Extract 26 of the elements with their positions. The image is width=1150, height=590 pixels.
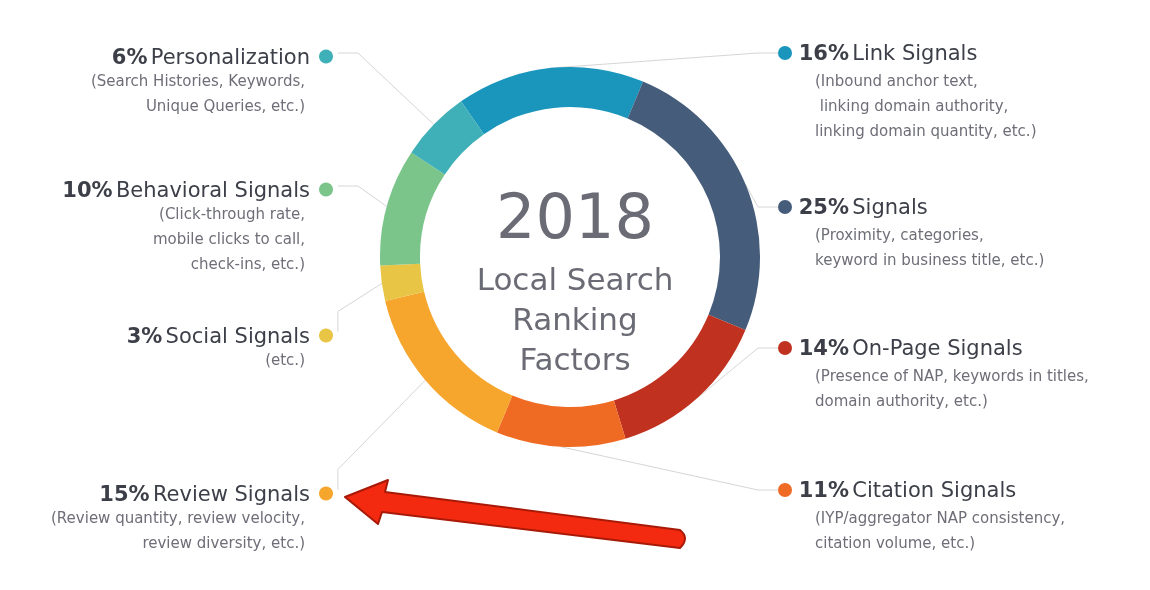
text: (Presence of NAP, keywords in titles, domain authority, etc.) — [815, 366, 1089, 410]
data-label: 25% — [798, 195, 849, 219]
legend-label: Review Signals — [152, 481, 310, 506]
text: (IYP/aggregator NAP consistency, citation volume, etc.) — [815, 508, 1066, 552]
data-label: 3% — [126, 323, 163, 348]
data-label: 11% — [798, 478, 849, 502]
slice-label: On-Page Signals — [852, 336, 1023, 360]
legend-label: Social Signals — [165, 323, 310, 348]
text: 2018 — [496, 179, 654, 253]
text: (Review quantity, review velocity, review diversity, etc.) — [51, 508, 305, 552]
data-label: 10% — [62, 177, 113, 202]
data-label: 14% — [798, 336, 849, 360]
text: (Search Histories, Keywords, Unique Queries, etc.) — [90, 71, 305, 115]
slice-label: Signals — [852, 195, 928, 219]
text: (Proximity, categories, keyword in business title, etc.) — [815, 225, 1045, 269]
text: Local Search Ranking Factors — [476, 260, 674, 377]
legend-label: Personalization — [150, 44, 310, 69]
text: (etc.) — [265, 350, 305, 369]
slice-label: Link Signals — [852, 41, 978, 65]
text: (Inbound anchor text, linking domain authority, linking domain quantity, etc.) — [815, 71, 1037, 140]
slice-label: Citation Signals — [852, 478, 1017, 502]
data-label: 6% — [111, 44, 148, 69]
data-label: 15% — [99, 481, 150, 506]
legend-label: Behavioral Signals — [115, 177, 310, 202]
data-label: 16% — [798, 41, 849, 65]
text: (Click-through rate, mobile clicks to call, check-ins, etc.) — [152, 204, 305, 273]
